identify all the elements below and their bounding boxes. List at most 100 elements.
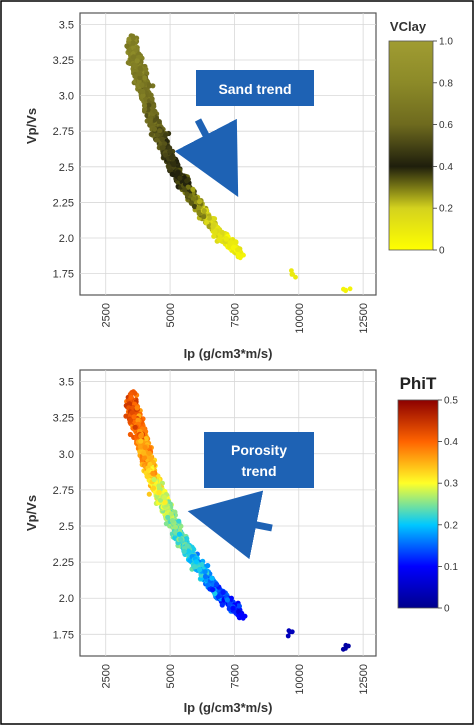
colorbar-tick-label: 0.2 [444, 520, 458, 531]
data-point [341, 286, 346, 292]
data-point [154, 137, 160, 143]
y-axis-title: Vp/Vs [24, 495, 39, 531]
y-tick-label: 2.75 [53, 485, 74, 497]
colorbar-title: VClay [390, 19, 427, 34]
data-point [216, 236, 222, 243]
data-point [147, 118, 153, 124]
x-tick-label: 2500 [101, 303, 113, 327]
data-point [151, 103, 157, 109]
y-axis-title: Vp/Vs [24, 108, 39, 144]
data-point [201, 208, 207, 214]
colorbar-title: PhiT [400, 374, 437, 393]
data-point [293, 274, 298, 280]
data-point [223, 236, 229, 242]
data-point [137, 75, 143, 81]
y-tick-label: 2.75 [53, 126, 74, 138]
data-point [347, 286, 353, 292]
annotation-arrow [174, 118, 239, 198]
y-tick-label: 2.5 [59, 162, 74, 174]
data-point [142, 75, 148, 81]
colorbar-tick-label: 0 [439, 246, 445, 257]
data-point [162, 499, 168, 505]
data-point [143, 436, 149, 442]
data-point [131, 414, 137, 420]
vclay-panel: 3.5 3.25 3.0 2.75 2.5 2.25 2.0 1.75 2500 5000 750… [24, 12, 453, 361]
y-tick-label: 2.0 [59, 593, 74, 605]
data-point [219, 602, 225, 608]
data-point [196, 199, 203, 205]
data-point [235, 247, 241, 253]
data-point [220, 589, 226, 596]
data-point [167, 148, 173, 154]
data-point [130, 35, 136, 41]
y-tick-label: 3.5 [59, 377, 74, 389]
data-point [169, 171, 175, 177]
data-point [131, 54, 137, 60]
data-point [146, 83, 152, 89]
y-tick-label: 2.25 [53, 557, 74, 569]
y-tick-label: 1.75 [53, 629, 74, 641]
data-point [241, 252, 246, 258]
data-point [289, 268, 294, 273]
data-point [163, 521, 169, 527]
data-point [196, 210, 202, 217]
data-point [166, 165, 172, 171]
data-point [202, 573, 209, 580]
x-tick-label: 10000 [294, 664, 306, 695]
data-point [148, 131, 154, 137]
data-point [237, 255, 243, 261]
phit-panel: 3.5 3.25 3.0 2.75 2.5 2.25 2.0 1.75 2500 5000 750… [24, 369, 458, 715]
data-point [168, 154, 174, 160]
x-tick-label: 12500 [358, 303, 370, 334]
data-point [191, 564, 198, 570]
data-point [132, 424, 138, 430]
data-point [151, 126, 158, 132]
data-point [210, 587, 216, 593]
colorbar [397, 399, 439, 609]
data-point [230, 245, 236, 251]
y-tick-label: 2.25 [53, 197, 74, 209]
data-point [340, 646, 346, 652]
y-tick-labels: 3.5 3.25 3.0 2.75 2.5 2.25 2.0 1.75 [53, 19, 74, 280]
data-point [235, 251, 241, 257]
y-tick-label: 3.0 [59, 449, 74, 461]
colorbar [388, 40, 434, 251]
data-point [132, 62, 138, 68]
data-point [159, 136, 165, 143]
data-point [144, 473, 150, 479]
data-point [196, 205, 202, 211]
x-axis-title: Ip (g/cm3*m/s) [184, 346, 273, 361]
data-point [206, 223, 212, 230]
data-point [175, 170, 181, 176]
x-tick-label: 5000 [165, 664, 177, 688]
data-point [215, 594, 221, 600]
data-point [126, 401, 133, 407]
data-point [240, 615, 246, 621]
x-axis-title: Ip (g/cm3*m/s) [184, 700, 273, 715]
data-point [188, 200, 194, 206]
data-point [205, 563, 211, 569]
data-point [165, 514, 171, 520]
data-point [137, 65, 143, 72]
data-point [126, 47, 132, 53]
annotation-box [196, 70, 314, 106]
data-point [140, 88, 146, 95]
data-point [199, 561, 205, 568]
colorbar-tick-label: 0.8 [439, 78, 453, 89]
data-point [212, 229, 218, 235]
data-point [126, 36, 132, 42]
annotation-arrow [187, 490, 273, 560]
data-point [160, 144, 166, 150]
data-point [236, 603, 242, 609]
data-point [138, 438, 144, 444]
annotation-text-line1: Porosity [231, 442, 287, 458]
data-point [285, 633, 291, 639]
y-tick-label: 1.75 [53, 269, 74, 281]
y-tick-label: 3.25 [53, 413, 74, 425]
grid [80, 13, 376, 295]
data-point [150, 485, 157, 491]
data-point [141, 455, 148, 461]
plot-area [79, 12, 377, 296]
data-point [173, 524, 179, 530]
